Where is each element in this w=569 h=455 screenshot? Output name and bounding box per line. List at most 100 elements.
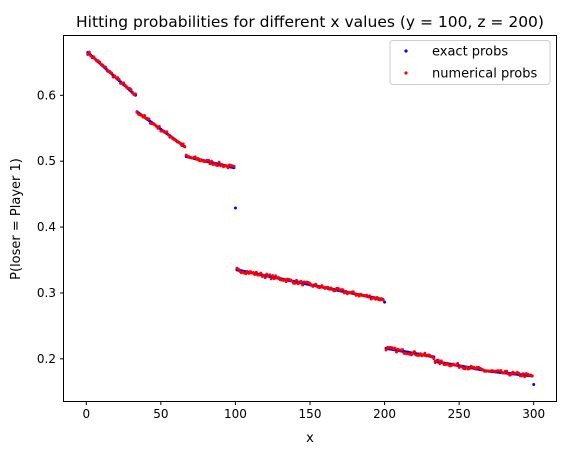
- numerical-point: [236, 267, 240, 271]
- numerical-point: [409, 353, 413, 357]
- numerical-point: [181, 142, 185, 146]
- numerical-point: [259, 271, 263, 275]
- numerical-point: [290, 279, 294, 283]
- numerical-point: [183, 145, 187, 149]
- numerical-point: [468, 367, 472, 371]
- legend-marker-numerical: [404, 71, 408, 75]
- numerical-point: [499, 369, 503, 373]
- numerical-point: [113, 74, 117, 78]
- numerical-point: [98, 60, 102, 64]
- numerical-point: [351, 290, 355, 294]
- numerical-point: [432, 357, 436, 361]
- exact-point: [532, 383, 536, 387]
- legend-label-numerical: numerical probs: [432, 67, 537, 82]
- numerical-point: [505, 369, 509, 373]
- numerical-point: [254, 270, 258, 274]
- numerical-point: [178, 141, 182, 145]
- numerical-point: [208, 162, 212, 166]
- numerical-point: [92, 55, 96, 59]
- numerical-point: [530, 374, 534, 378]
- numerical-point: [436, 358, 440, 362]
- x-axis-ticks: 0 50 100 150 200 250 300: [82, 401, 545, 421]
- numerical-point: [129, 88, 133, 92]
- numerical-point: [196, 157, 200, 161]
- numerical-point: [104, 65, 108, 69]
- plot-frame: [63, 35, 557, 402]
- numerical-point: [269, 277, 273, 281]
- numerical-point: [157, 125, 161, 129]
- numerical-point: [293, 281, 297, 285]
- numerical-point: [301, 283, 305, 287]
- x-tick-label: 150: [299, 407, 322, 421]
- numerical-point: [368, 294, 372, 298]
- numerical-point: [251, 270, 255, 274]
- y-axis-label: P(loser = Player 1): [9, 158, 24, 280]
- y-axis-ticks: 0.2 0.3 0.4 0.5 0.6: [37, 88, 64, 366]
- numerical-point: [393, 346, 397, 350]
- numerical-point: [344, 289, 348, 293]
- x-tick-label: 50: [153, 407, 168, 421]
- numerical-point: [295, 278, 299, 282]
- numerical-point: [333, 289, 337, 293]
- numerical-point: [523, 375, 527, 379]
- numerical-point: [400, 348, 404, 352]
- numerical-point: [381, 298, 385, 302]
- numerical-point: [438, 362, 442, 366]
- numerical-point: [117, 77, 121, 81]
- y-tick-label: 0.2: [37, 352, 56, 366]
- numerical-point: [122, 81, 126, 85]
- numerical-point: [244, 272, 248, 276]
- numerical-point: [423, 351, 427, 355]
- numerical-point: [220, 162, 224, 166]
- x-tick-label: 250: [448, 407, 471, 421]
- legend-box: [389, 40, 551, 85]
- numerical-point: [272, 277, 276, 281]
- numerical-point: [284, 280, 288, 284]
- numerical-point: [262, 273, 266, 277]
- x-tick-label: 100: [224, 407, 247, 421]
- exact-point: [233, 206, 237, 210]
- numerical-point: [226, 166, 230, 170]
- y-tick-label: 0.5: [37, 154, 56, 168]
- numerical-point: [314, 282, 318, 286]
- x-tick-label: 200: [373, 407, 396, 421]
- legend-label-exact: exact probs: [432, 45, 508, 60]
- numerical-point: [210, 159, 214, 163]
- numerical-point: [268, 273, 272, 277]
- plot-points: [86, 50, 536, 387]
- x-axis-label: x: [306, 431, 314, 446]
- numerical-point: [87, 50, 91, 54]
- numerical-point: [384, 348, 388, 352]
- numerical-point: [166, 133, 170, 137]
- x-tick-label: 300: [522, 407, 545, 421]
- x-tick-label: 0: [82, 407, 90, 421]
- numerical-point: [134, 92, 138, 96]
- numerical-point: [253, 273, 257, 277]
- numerical-point: [110, 71, 114, 75]
- numerical-point: [217, 160, 221, 164]
- numerical-point: [394, 350, 398, 354]
- y-tick-label: 0.3: [37, 286, 56, 300]
- legend: exact probs numerical probs: [389, 40, 551, 85]
- chart-title: Hitting probabilities for different x va…: [76, 13, 544, 31]
- numerical-point: [456, 362, 460, 366]
- numerical-point: [93, 57, 97, 61]
- numerical-point: [517, 371, 521, 375]
- exact-point: [383, 300, 387, 304]
- y-tick-label: 0.6: [37, 88, 56, 102]
- numerical-point: [224, 164, 228, 168]
- numerical-point: [412, 350, 416, 354]
- numerical-point: [271, 274, 275, 278]
- numerical-point: [521, 372, 525, 376]
- numerical-point: [263, 276, 267, 280]
- numerical-point: [147, 117, 151, 121]
- legend-marker-exact: [404, 49, 408, 53]
- numerical-point: [86, 52, 90, 56]
- numerical-point: [341, 288, 345, 292]
- numerical-point: [193, 155, 197, 159]
- numerical-point: [142, 113, 146, 117]
- numerical-point: [165, 130, 169, 134]
- numerical-point: [207, 158, 211, 162]
- numerical-point: [283, 277, 287, 281]
